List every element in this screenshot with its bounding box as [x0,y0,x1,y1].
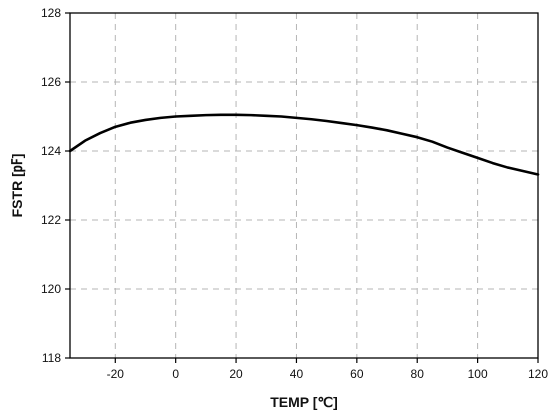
x-axis-title: TEMP [℃] [270,394,338,410]
x-tick-label: 120 [528,367,548,381]
y-tick-label: 120 [41,282,61,296]
y-tick-label: 118 [42,351,61,365]
x-tick-label: 80 [411,367,425,381]
y-tick-label: 122 [41,213,61,227]
x-tick-label: 0 [172,367,179,381]
plot-frame [69,12,539,359]
axis-layer [65,12,539,363]
series-layer [68,113,540,176]
grid-layer [70,13,538,358]
series-line [68,113,540,176]
y-tick-label: 126 [41,75,61,89]
y-axis-title: FSTR [㎊] [9,154,27,218]
x-tick-label: 20 [229,367,243,381]
x-tick-label: 40 [290,367,304,381]
y-tick-label: 128 [41,6,61,20]
x-tick-label: -20 [107,367,125,381]
label-layer: -20 0 20 40 60 80 100 120 118 120 122 124 126 128 TEMP… [9,6,548,410]
y-tick-label: 124 [41,144,61,158]
x-tick-label: 60 [350,367,364,381]
x-tick-label: 100 [468,367,488,381]
